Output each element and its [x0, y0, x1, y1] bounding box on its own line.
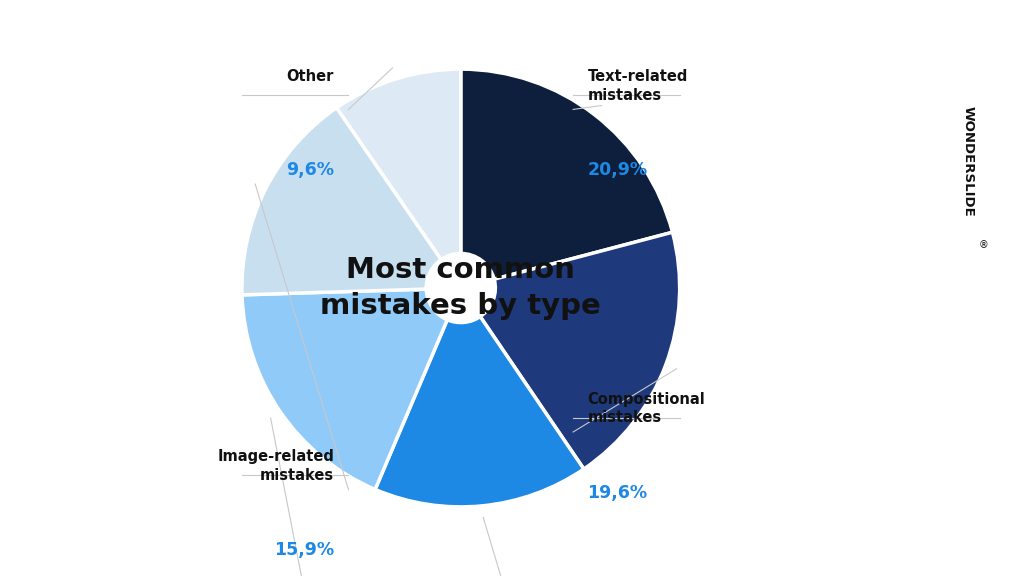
- Wedge shape: [461, 69, 673, 279]
- Wedge shape: [242, 289, 447, 490]
- Text: WONDERSLIDE: WONDERSLIDE: [962, 106, 974, 217]
- Text: Image-related
mistakes: Image-related mistakes: [217, 449, 334, 483]
- Wedge shape: [242, 108, 441, 295]
- Text: 20,9%: 20,9%: [588, 161, 647, 179]
- Text: 19,6%: 19,6%: [588, 484, 647, 502]
- Text: Text-related
mistakes: Text-related mistakes: [588, 69, 688, 103]
- Wedge shape: [480, 232, 680, 469]
- Text: ®: ®: [978, 240, 988, 250]
- Text: Compositional
mistakes: Compositional mistakes: [588, 392, 706, 425]
- Text: 15,9%: 15,9%: [274, 541, 334, 559]
- Wedge shape: [375, 317, 584, 507]
- Text: 9,6%: 9,6%: [286, 161, 334, 179]
- Text: Most common
mistakes by type: Most common mistakes by type: [321, 256, 601, 320]
- Text: Other: Other: [287, 69, 334, 84]
- Wedge shape: [337, 69, 461, 260]
